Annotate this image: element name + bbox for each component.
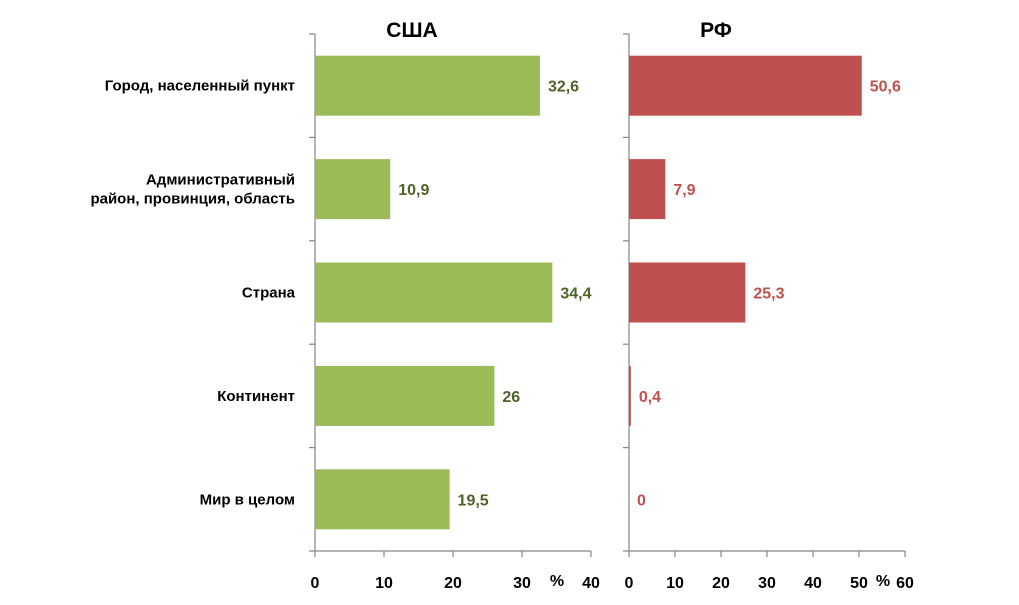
x-tick-label-0-2: 20 xyxy=(444,575,462,592)
bar-1-0 xyxy=(629,55,862,116)
category-label-1-line-0: Административный xyxy=(146,172,295,189)
value-label-1-1: 7,9 xyxy=(673,182,695,199)
value-label-1-4: 0 xyxy=(637,492,646,509)
x-tick-label-1-2: 20 xyxy=(712,575,730,592)
value-label-0-2: 34,4 xyxy=(560,286,591,303)
bar-0-2 xyxy=(315,262,553,323)
panel-title-1: РФ xyxy=(700,19,732,42)
value-label-0-1: 10,9 xyxy=(398,182,429,199)
panel-title-0: США xyxy=(386,19,437,42)
value-label-1-0: 50,6 xyxy=(870,79,901,96)
bar-1-2 xyxy=(629,262,746,323)
category-label-3: Континент xyxy=(217,388,295,405)
x-tick-label-0-1: 10 xyxy=(375,575,393,592)
bar-1-3 xyxy=(629,365,631,426)
category-label-0: Город, населенный пункт xyxy=(105,78,295,95)
x-tick-label-1-6: 60 xyxy=(896,575,914,592)
x-tick-label-1-3: 30 xyxy=(758,575,776,592)
value-label-1-2: 25,3 xyxy=(753,286,784,303)
bar-0-1 xyxy=(315,159,391,220)
x-tick-label-0-3: 30 xyxy=(513,575,531,592)
x-unit-label-1: % xyxy=(876,573,890,590)
value-label-0-4: 19,5 xyxy=(458,492,489,509)
x-tick-label-0-4: 40 xyxy=(582,575,600,592)
bar-1-1 xyxy=(629,159,666,220)
x-tick-label-1-0: 0 xyxy=(625,575,634,592)
category-label-4: Мир в целом xyxy=(200,491,295,508)
value-label-1-3: 0,4 xyxy=(639,389,661,406)
value-label-0-0: 32,6 xyxy=(548,79,579,96)
bar-0-0 xyxy=(315,55,540,116)
category-label-1-line-1: район, провинция, область xyxy=(90,191,295,208)
x-tick-label-1-5: 50 xyxy=(850,575,868,592)
category-label-2: Страна xyxy=(242,285,296,302)
bar-0-3 xyxy=(315,365,495,426)
value-label-0-3: 26 xyxy=(502,389,520,406)
x-tick-label-0-0: 0 xyxy=(311,575,320,592)
x-tick-label-1-4: 40 xyxy=(804,575,822,592)
x-tick-label-1-1: 10 xyxy=(666,575,684,592)
x-unit-label-0: % xyxy=(550,573,564,590)
bar-0-4 xyxy=(315,469,450,530)
